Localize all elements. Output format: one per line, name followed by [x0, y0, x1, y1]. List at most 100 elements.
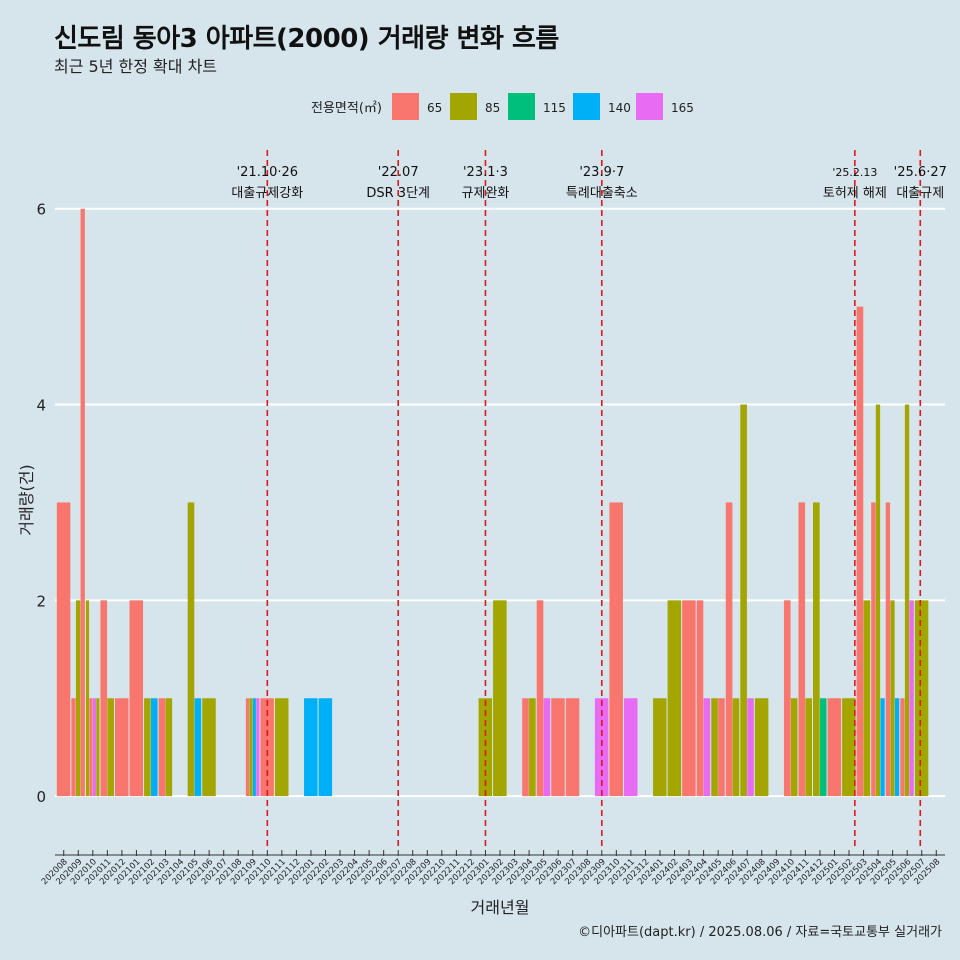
bar — [740, 404, 747, 797]
bar — [194, 698, 202, 797]
bar — [909, 600, 914, 797]
bar — [150, 698, 158, 797]
bar — [245, 698, 250, 797]
legend-label: 85 — [485, 101, 500, 115]
bar — [894, 698, 900, 797]
bar — [107, 698, 114, 797]
event-date-label: '23.9·7 — [579, 165, 624, 180]
bar — [71, 698, 76, 797]
bar — [252, 698, 256, 797]
bar — [783, 600, 791, 797]
bar — [653, 698, 667, 797]
bar — [158, 698, 166, 797]
bar — [747, 698, 754, 797]
bar — [885, 502, 891, 797]
legend-title: 전용면적(㎡) — [311, 101, 382, 116]
bar — [718, 698, 725, 797]
source-caption: ©디아파트(dapt.kr) / 2025.08.06 / 자료=국토교통부 실… — [578, 925, 942, 940]
bar — [274, 698, 289, 797]
bar — [75, 600, 81, 797]
bar — [711, 698, 718, 797]
legend-label: 165 — [671, 101, 694, 115]
event-name-label: DSR 3단계 — [366, 186, 430, 201]
legend-swatch — [636, 93, 663, 120]
bar — [904, 404, 910, 797]
bar — [565, 698, 580, 797]
bar — [703, 698, 711, 797]
bar — [529, 698, 536, 797]
bar — [96, 698, 100, 797]
bar — [165, 698, 173, 797]
y-tick-label: 6 — [36, 201, 46, 219]
event-name-label: 대출규제 — [896, 186, 944, 201]
chart-title: 신도림 동아3 아파트(2000) 거래량 변화 흐름 — [54, 24, 559, 54]
bar — [522, 698, 529, 797]
bar — [819, 698, 827, 797]
bar — [754, 698, 769, 797]
bar — [827, 698, 842, 797]
event-name-label: 특례대출축소 — [566, 186, 638, 201]
y-tick-label: 0 — [36, 788, 46, 806]
event-date-label: '25.2.13 — [832, 166, 877, 179]
bar — [805, 698, 812, 797]
y-tick-label: 4 — [36, 397, 46, 415]
bar — [551, 698, 565, 797]
bar — [914, 600, 929, 797]
bar — [92, 698, 96, 797]
legend-label: 65 — [427, 101, 442, 115]
bar — [594, 698, 609, 797]
bar — [543, 698, 551, 797]
event-name-label: 토허제 해제 — [823, 186, 887, 201]
bar — [623, 698, 638, 797]
bar — [875, 404, 881, 797]
event-date-label: '25.6·27 — [894, 165, 947, 180]
bar — [202, 698, 216, 797]
bar — [493, 600, 507, 797]
event-name-label: 규제완화 — [462, 186, 510, 201]
bar — [114, 698, 129, 797]
bar — [682, 600, 696, 797]
bar — [260, 698, 274, 797]
bar — [732, 698, 740, 797]
bar — [478, 698, 493, 797]
bar — [890, 600, 895, 797]
event-date-label: '21.10·26 — [237, 165, 298, 180]
event-name-label: 대출규제강화 — [231, 186, 303, 201]
bar — [249, 698, 253, 797]
bar — [725, 502, 733, 797]
x-axis-title: 거래년월 — [471, 898, 530, 917]
bar — [696, 600, 704, 797]
legend-label: 115 — [543, 101, 566, 115]
bar — [89, 698, 93, 797]
y-axis-title: 거래량(건) — [17, 464, 36, 535]
bar — [85, 600, 90, 797]
bar — [187, 502, 195, 797]
legend-label: 140 — [608, 101, 631, 115]
bar — [100, 600, 108, 797]
bar — [318, 698, 333, 797]
bar — [871, 502, 876, 797]
legend-swatch — [392, 93, 419, 120]
bar — [900, 698, 905, 797]
bar — [56, 502, 71, 797]
bar — [144, 698, 151, 797]
event-date-label: '22.07 — [378, 165, 419, 180]
legend-swatch — [508, 93, 535, 120]
bar — [863, 600, 871, 797]
bar — [856, 306, 864, 797]
bar — [304, 698, 318, 797]
bar — [256, 698, 260, 797]
event-date-label: '23.1·3 — [463, 165, 508, 180]
legend-swatch — [450, 93, 477, 120]
bar — [813, 502, 820, 797]
bar — [798, 502, 806, 797]
bar — [667, 600, 682, 797]
y-tick-label: 2 — [36, 592, 46, 610]
legend-swatch — [573, 93, 600, 120]
bar — [609, 502, 623, 797]
bar — [842, 698, 856, 797]
bar — [129, 600, 144, 797]
bar — [790, 698, 798, 797]
